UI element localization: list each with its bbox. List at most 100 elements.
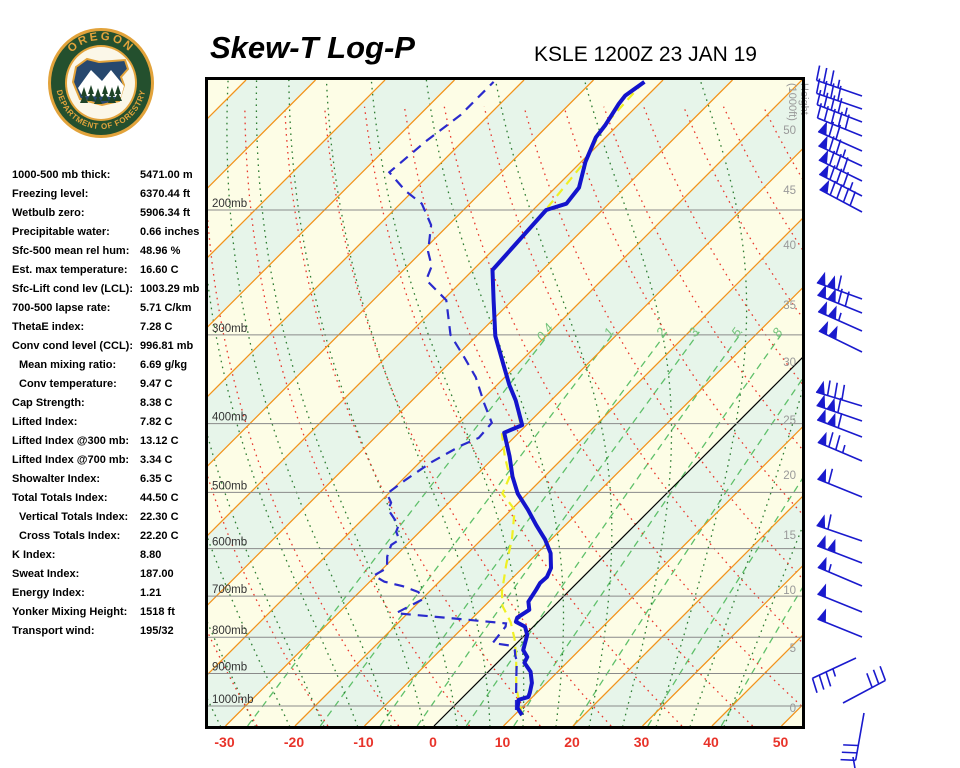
stat-value: 22.30 C (140, 511, 179, 523)
height-axis-label: 0 (790, 703, 796, 715)
stat-value: 1518 ft (140, 606, 175, 618)
stat-value: 1003.29 mb (140, 283, 200, 295)
stat-row: Lifted Index @300 mb: 13.12 C (12, 432, 212, 451)
stat-value: 5.71 C/km (140, 302, 192, 314)
stat-row: Mean mixing ratio: 6.69 g/kg (12, 356, 212, 375)
stat-row: Sweat Index: 187.00 (12, 565, 212, 584)
stat-label: Sfc-500 mean rel hum: (12, 245, 130, 257)
temp-axis-label: -20 (284, 734, 304, 750)
stat-row: Sfc-500 mean rel hum: 48.96 % (12, 242, 212, 261)
pressure-lines (208, 209, 802, 707)
stat-row: 700-500 lapse rate: 5.71 C/km (12, 299, 212, 318)
temp-axis-label: 30 (634, 734, 650, 750)
height-axis-label: 10 (783, 585, 796, 597)
stat-row: Lifted Index: 7.82 C (12, 413, 212, 432)
pressure-label: 200mb (212, 198, 247, 210)
stat-label: Est. max temperature: (12, 264, 128, 276)
temp-axis-labels: -30 -20 -10 0 10 20 30 40 50 (214, 734, 788, 750)
plot-area: 0.4 1 2 3 5 8 (208, 80, 802, 726)
wind-barb (840, 712, 865, 762)
wind-barb (811, 657, 857, 693)
zero-isotherm-line (433, 357, 802, 726)
wind-barb (818, 321, 863, 353)
stat-value: 7.82 C (140, 416, 173, 428)
stat-value: 6.69 g/kg (140, 359, 188, 371)
stat-row: Lifted Index @700 mb: 3.34 C (12, 451, 212, 470)
stat-row: Freezing level: 6370.44 ft (12, 185, 212, 204)
pressure-label: 700mb (212, 584, 247, 596)
stat-label: Conv temperature: (19, 378, 117, 390)
temp-axis-label: -30 (214, 734, 234, 750)
stat-value: 5471.00 m (140, 169, 193, 181)
stat-label: Lifted Index @300 mb: (12, 435, 130, 447)
wind-barb (817, 608, 863, 638)
temp-axis-label: 50 (773, 734, 789, 750)
stat-value: 187.00 (140, 568, 174, 580)
stat-value: 996.81 mb (140, 340, 194, 352)
wind-barb (842, 666, 887, 704)
stat-value: 13.12 C (140, 435, 179, 447)
stat-row: Wetbulb zero: 5906.34 ft (12, 204, 212, 223)
stat-label: Sfc-Lift cond lev (LCL): (12, 283, 133, 295)
stat-row: Precipitable water: 0.66 inches (12, 223, 212, 242)
stat-value: 8.80 (140, 549, 162, 561)
stat-label: Precipitable water: (12, 226, 110, 238)
wind-barb (852, 756, 856, 768)
stat-row: Total Totals Index: 44.50 C (12, 489, 212, 508)
stat-value: 9.47 C (140, 378, 173, 390)
wind-barb (816, 271, 863, 300)
pressure-labels: 200mb 300mb 400mb 500mb 600mb 700mb 800mb 900mb… (212, 198, 254, 706)
stat-value: 22.20 C (140, 530, 179, 542)
height-axis-label: 25 (783, 415, 796, 427)
pressure-label: 400mb (212, 412, 247, 424)
stat-row: Yonker Mixing Height: 1518 ft (12, 603, 212, 622)
stat-label: ThetaE index: (12, 321, 85, 333)
mixing-ratio-lines (247, 331, 802, 726)
wind-barb (817, 556, 863, 587)
stat-value: 48.96 % (140, 245, 181, 257)
stat-value: 8.38 C (140, 397, 173, 409)
temperature-trace (490, 80, 646, 717)
stat-label: Wetbulb zero: (12, 207, 85, 219)
chart-frame (205, 77, 805, 729)
odf-logo: OREGON DEPARTMENT OF FORESTRY (46, 26, 156, 140)
stats-panel: 1000-500 mb thick: 5471.00 m Freezing leve… (12, 166, 212, 641)
stat-value: 6370.44 ft (140, 188, 191, 200)
wind-barb-column (811, 65, 887, 768)
pressure-label: 800mb (212, 625, 247, 637)
stat-row: Showalter Index: 6.35 C (12, 470, 212, 489)
stat-value: 6.35 C (140, 473, 173, 485)
stat-label: Cross Totals Index: (19, 530, 121, 542)
isotherm-lines (208, 80, 802, 726)
stat-label: Transport wind: (12, 625, 95, 637)
height-axis-label: 30 (783, 357, 796, 369)
pressure-label: 300mb (212, 323, 247, 335)
wind-barb (816, 89, 863, 123)
pressure-label: 500mb (212, 480, 247, 492)
stat-label: Energy Index: (12, 587, 85, 599)
stat-value: 195/32 (140, 625, 174, 637)
stat-label: Total Totals Index: (12, 492, 108, 504)
height-axis-label: 15 (783, 530, 796, 542)
stat-value: 5906.34 ft (140, 207, 191, 219)
stat-label: Mean mixing ratio: (19, 359, 117, 371)
stat-label: Conv cond level (CCL): (12, 340, 134, 352)
stat-label: 700-500 lapse rate: (12, 302, 111, 314)
stat-label: Showalter Index: (12, 473, 101, 485)
pressure-label: 1000mb (212, 694, 254, 706)
wind-barb (816, 535, 863, 564)
stat-label: Cap Strength: (12, 397, 85, 409)
stat-value: 0.66 inches (140, 226, 200, 238)
stat-row: Cap Strength: 8.38 C (12, 394, 212, 413)
wind-barb (817, 468, 863, 498)
stat-row: 1000-500 mb thick: 5471.00 m (12, 166, 212, 185)
stat-label: K Index: (12, 549, 56, 561)
stat-value: 16.60 C (140, 264, 179, 276)
stat-row: Transport wind: 195/32 (12, 622, 212, 641)
stat-row: Est. max temperature: 16.60 C (12, 261, 212, 280)
wind-barb (816, 394, 863, 422)
stat-value: 3.34 C (140, 454, 173, 466)
stat-row: K Index: 8.80 (12, 546, 212, 565)
